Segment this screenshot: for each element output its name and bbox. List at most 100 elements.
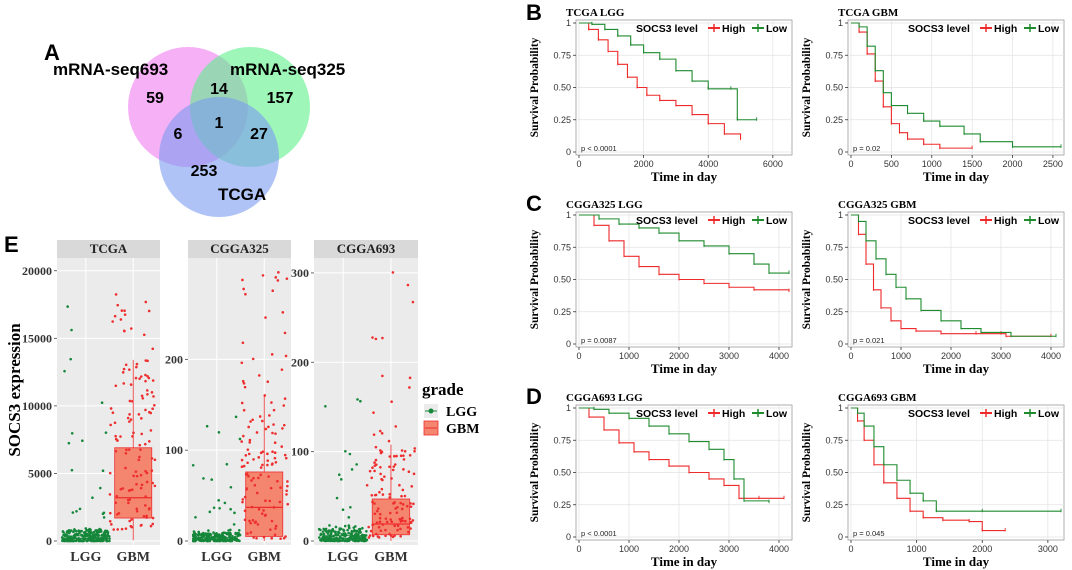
box-point bbox=[237, 534, 241, 537]
box-point bbox=[85, 532, 89, 536]
box-point bbox=[141, 396, 145, 400]
km-x-tick-label: 1000 bbox=[619, 544, 639, 554]
box-point bbox=[372, 411, 375, 414]
km-plot: 0 0.25 0.50 0.75 1 0 500 1000 1500 2000 2500 TCGA G… bbox=[801, 7, 1065, 184]
box-point bbox=[277, 271, 280, 274]
box-point bbox=[393, 463, 397, 466]
box-point bbox=[252, 536, 256, 539]
box-y-tick-label: 200 bbox=[165, 352, 183, 366]
box-point bbox=[393, 454, 396, 458]
box-point bbox=[270, 519, 274, 523]
box-point bbox=[151, 522, 155, 526]
km-legend-low: Low bbox=[1038, 23, 1060, 35]
box-body bbox=[114, 447, 153, 519]
box-point bbox=[244, 454, 248, 457]
box-point bbox=[220, 532, 224, 535]
km-y-tick-label: 1 bbox=[838, 210, 843, 220]
box-point bbox=[147, 507, 151, 511]
km-legend-title: SOCS3 level bbox=[636, 23, 698, 35]
box-point bbox=[108, 537, 111, 540]
km-y-tick-label: 0 bbox=[566, 339, 571, 349]
box-point bbox=[360, 539, 363, 542]
box-x-tick-label: GBM bbox=[374, 550, 407, 565]
box-point bbox=[247, 425, 250, 429]
box-point bbox=[100, 539, 103, 543]
box-point bbox=[100, 401, 104, 405]
box-point bbox=[368, 534, 372, 537]
box-x-tick-label: GBM bbox=[116, 550, 149, 565]
km-plot: 0 0.25 0.50 0.75 1 0 1000 2000 3000 4000 CGGA693 L… bbox=[529, 392, 793, 569]
box-point bbox=[367, 525, 371, 529]
box-point bbox=[140, 417, 143, 420]
box-point bbox=[250, 505, 254, 509]
box-point bbox=[259, 451, 263, 455]
box-point bbox=[88, 529, 92, 533]
box-point bbox=[229, 485, 233, 489]
box-point bbox=[66, 539, 69, 543]
box-point bbox=[411, 300, 415, 304]
box-point bbox=[248, 441, 252, 444]
facet-strip bbox=[188, 240, 291, 258]
box-point bbox=[244, 292, 247, 296]
box-point bbox=[191, 539, 195, 543]
km-curve-high bbox=[851, 214, 1051, 337]
box-point bbox=[413, 447, 417, 450]
km-y-tick-label: 0.50 bbox=[553, 275, 571, 285]
box-point bbox=[402, 458, 406, 461]
box-point bbox=[388, 455, 392, 458]
box-point bbox=[352, 526, 356, 529]
box-point bbox=[245, 488, 248, 491]
km-x-tick-label: 4000 bbox=[1041, 351, 1061, 361]
box-point bbox=[115, 494, 119, 498]
box-point bbox=[349, 536, 353, 539]
box-point bbox=[411, 519, 415, 522]
box-point bbox=[83, 530, 87, 534]
box-point bbox=[208, 532, 211, 536]
venn-set-label: mRNA-seq325 bbox=[230, 60, 345, 79]
box-point bbox=[243, 509, 247, 513]
km-curve-low bbox=[851, 407, 1061, 512]
box-point bbox=[85, 529, 88, 532]
box-point bbox=[282, 423, 286, 427]
box-point bbox=[406, 283, 410, 287]
box-point bbox=[274, 276, 278, 279]
box-point bbox=[197, 530, 200, 534]
box-point bbox=[263, 394, 267, 397]
km-x-tick-label: 0 bbox=[848, 544, 853, 554]
box-point bbox=[255, 491, 259, 495]
box-point bbox=[328, 537, 332, 540]
box-point bbox=[231, 534, 234, 538]
km-x-tick-label: 3000 bbox=[1038, 544, 1058, 554]
box-point bbox=[105, 539, 109, 543]
box-point bbox=[139, 473, 143, 477]
box-point bbox=[128, 368, 131, 371]
box-point bbox=[283, 331, 287, 335]
box-point bbox=[194, 515, 197, 519]
box-point bbox=[241, 341, 245, 345]
box-point bbox=[272, 408, 276, 412]
km-legend-low: Low bbox=[766, 408, 788, 420]
box-point bbox=[274, 432, 277, 435]
box-point bbox=[227, 533, 230, 536]
km-x-tick-label: 2000 bbox=[669, 544, 689, 554]
km-p-value: p = 0.045 bbox=[853, 529, 885, 538]
box-point bbox=[408, 376, 412, 380]
box-point bbox=[150, 391, 154, 394]
box-point bbox=[78, 531, 81, 535]
box-point bbox=[375, 532, 378, 536]
box-point bbox=[116, 513, 119, 516]
box-point bbox=[383, 475, 386, 478]
km-y-tick-label: 0.50 bbox=[553, 83, 571, 93]
box-point bbox=[258, 415, 262, 418]
box-point bbox=[97, 529, 100, 532]
box-point bbox=[149, 429, 153, 432]
box-point bbox=[244, 473, 248, 476]
km-y-axis-title: Survival Probability bbox=[529, 229, 541, 329]
box-point bbox=[266, 459, 270, 462]
km-y-tick-label: 0.50 bbox=[825, 83, 843, 93]
box-point bbox=[376, 535, 380, 538]
facet-strip bbox=[57, 240, 160, 258]
box-point bbox=[191, 463, 195, 467]
box-point bbox=[269, 528, 272, 531]
